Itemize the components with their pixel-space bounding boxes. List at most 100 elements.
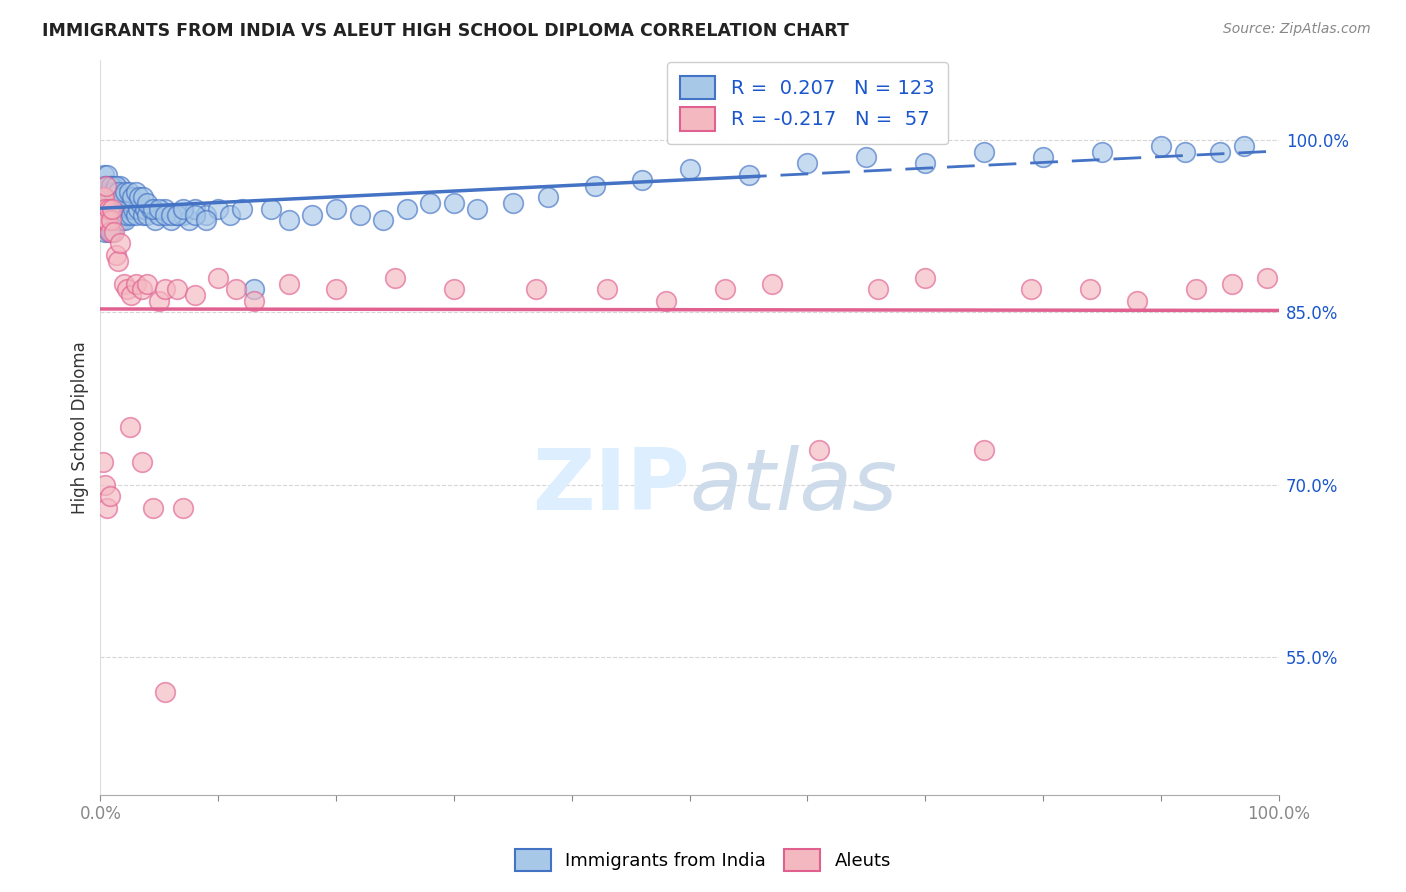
Point xyxy=(110,179,132,194)
Point xyxy=(134,202,156,216)
Point xyxy=(132,208,155,222)
Point xyxy=(1021,282,1043,296)
Point xyxy=(183,208,205,222)
Point xyxy=(443,282,465,296)
Point xyxy=(1256,271,1278,285)
Point xyxy=(104,202,127,216)
Point xyxy=(225,282,247,296)
Point xyxy=(678,161,700,176)
Point xyxy=(373,213,395,227)
Point xyxy=(112,202,135,216)
Point xyxy=(101,202,124,216)
Point xyxy=(110,190,132,204)
Point xyxy=(128,190,150,204)
Point xyxy=(98,190,121,204)
Point xyxy=(160,208,183,222)
Point xyxy=(166,282,188,296)
Point xyxy=(122,202,145,216)
Point xyxy=(914,156,936,170)
Point xyxy=(96,500,118,515)
Point xyxy=(94,202,117,216)
Point xyxy=(796,156,818,170)
Point xyxy=(502,196,524,211)
Point xyxy=(97,202,120,216)
Point xyxy=(100,179,122,194)
Point xyxy=(117,282,139,296)
Point xyxy=(93,185,115,199)
Point xyxy=(177,213,200,227)
Point xyxy=(104,179,127,194)
Point xyxy=(112,190,135,204)
Point xyxy=(277,213,299,227)
Point xyxy=(111,196,134,211)
Point xyxy=(136,208,159,222)
Point xyxy=(93,213,115,227)
Point xyxy=(97,202,120,216)
Point xyxy=(973,443,995,458)
Point xyxy=(973,145,995,159)
Point xyxy=(207,271,229,285)
Point xyxy=(914,271,936,285)
Point xyxy=(166,208,188,222)
Point xyxy=(105,190,128,204)
Point xyxy=(148,293,170,308)
Point xyxy=(129,196,152,211)
Point xyxy=(91,455,114,469)
Point xyxy=(110,236,132,251)
Point xyxy=(868,282,890,296)
Point xyxy=(104,185,127,199)
Point xyxy=(118,420,141,434)
Point xyxy=(103,196,125,211)
Point xyxy=(260,202,283,216)
Point xyxy=(115,196,138,211)
Point xyxy=(96,213,118,227)
Point xyxy=(94,202,117,216)
Point xyxy=(231,202,253,216)
Point xyxy=(105,213,128,227)
Point xyxy=(93,190,115,204)
Point xyxy=(1078,282,1101,296)
Point xyxy=(91,179,114,194)
Point xyxy=(139,202,162,216)
Point xyxy=(103,225,125,239)
Point xyxy=(108,213,131,227)
Point xyxy=(761,277,783,291)
Point xyxy=(120,208,142,222)
Point xyxy=(1174,145,1197,159)
Point xyxy=(117,190,139,204)
Point xyxy=(98,225,121,239)
Point xyxy=(94,477,117,491)
Point xyxy=(136,277,159,291)
Point xyxy=(103,179,125,194)
Point xyxy=(242,282,264,296)
Point xyxy=(96,202,118,216)
Point xyxy=(277,277,299,291)
Point xyxy=(325,202,347,216)
Point xyxy=(142,500,165,515)
Point xyxy=(101,190,124,204)
Point xyxy=(526,282,548,296)
Point xyxy=(96,179,118,194)
Point xyxy=(1126,293,1149,308)
Point xyxy=(1185,282,1208,296)
Point xyxy=(93,190,115,204)
Point xyxy=(301,208,323,222)
Point xyxy=(131,282,153,296)
Point xyxy=(136,196,159,211)
Point xyxy=(97,190,120,204)
Point xyxy=(183,288,205,302)
Point xyxy=(96,179,118,194)
Point xyxy=(96,213,118,227)
Point xyxy=(537,190,560,204)
Text: atlas: atlas xyxy=(689,445,897,528)
Point xyxy=(183,202,205,216)
Legend: Immigrants from India, Aleuts: Immigrants from India, Aleuts xyxy=(508,842,898,879)
Point xyxy=(94,179,117,194)
Point xyxy=(96,179,118,194)
Point xyxy=(107,253,129,268)
Point xyxy=(808,443,831,458)
Point xyxy=(100,196,122,211)
Point xyxy=(90,202,112,216)
Point xyxy=(100,179,122,194)
Point xyxy=(110,190,132,204)
